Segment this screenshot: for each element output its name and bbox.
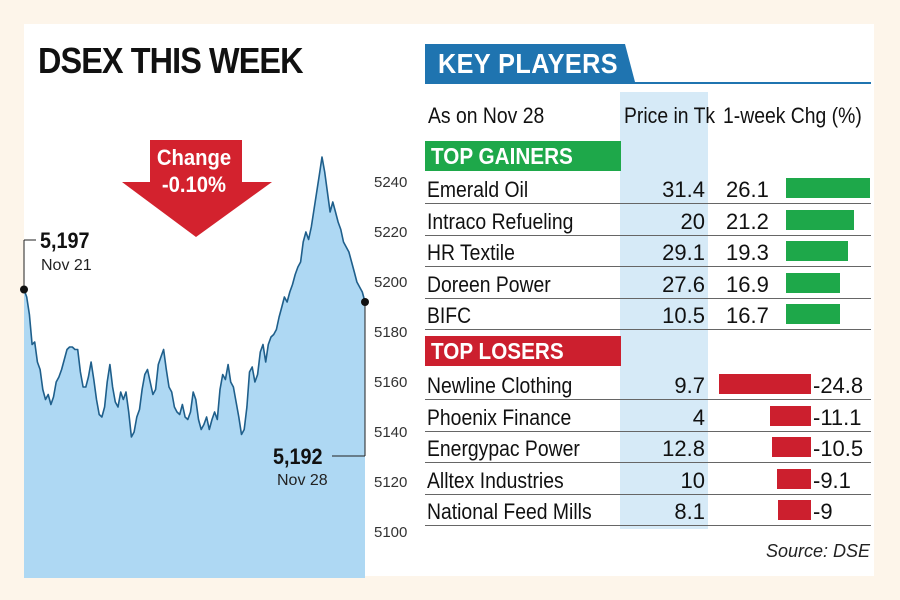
gainer-row: BIFC 10.5 16.7 (425, 299, 871, 330)
row-divider (425, 329, 871, 330)
key-players-header (425, 44, 635, 82)
end-point (361, 298, 369, 306)
change-value: -11.1 (813, 404, 862, 430)
dsex-area-fill (24, 157, 365, 578)
end-value-label: 5,192 (273, 444, 323, 469)
change-header: 1-week Chg (%) (723, 103, 862, 128)
y-tick-label: 5240 (374, 174, 407, 191)
price-value: 10 (680, 467, 705, 493)
y-tick-label: 5160 (374, 374, 407, 391)
row-divider (425, 462, 871, 463)
company-name: Newline Clothing (427, 373, 573, 398)
price-column-shade (620, 92, 708, 529)
change-value: 16.9 (726, 271, 769, 297)
change-bar (786, 304, 840, 324)
change-value: -24.8 (813, 373, 864, 398)
price-header: Price in Tk (624, 103, 716, 128)
row-divider (425, 430, 871, 432)
gainer-row: Doreen Power 27.6 16.9 (425, 268, 871, 299)
row-divider (425, 266, 871, 267)
change-bar (777, 500, 811, 520)
company-name: Phoenix Finance (427, 404, 572, 430)
start-date-label: Nov 21 (41, 257, 92, 274)
top-gainers-header: TOP GAINERS (425, 141, 621, 171)
y-tick-label: 5180 (374, 324, 407, 341)
row-divider (425, 525, 871, 526)
row-divider (425, 203, 871, 204)
loser-row: Alltex Industries 10 -9.1 (425, 464, 871, 495)
row-divider (425, 297, 871, 299)
price-value: 29.1 (662, 240, 705, 265)
change-value: 16.7 (726, 303, 769, 328)
loser-row: Energypac Power 12.8 -10.5 (425, 432, 871, 463)
change-label: Change -0.10% (152, 144, 237, 198)
price-value: 12.8 (662, 436, 705, 461)
company-name: Intraco Refueling (427, 208, 574, 234)
as-on-header: As on Nov 28 (428, 103, 545, 128)
company-name: Emerald Oil (427, 177, 529, 202)
company-name: HR Textile (427, 240, 515, 265)
price-value: 8.1 (674, 499, 705, 524)
company-name: National Feed Mills (427, 499, 592, 524)
top-losers-title: TOP LOSERS (431, 338, 564, 364)
start-value-label: 5,197 (40, 228, 90, 253)
y-tick-label: 5140 (374, 424, 407, 441)
gainer-row: Emerald Oil 31.4 26.1 (425, 173, 871, 204)
loser-row: National Feed Mills 8.1 -9 (425, 495, 871, 526)
header-rule (425, 82, 871, 84)
key-players-title: KEY PLAYERS (438, 48, 619, 79)
change-bar (786, 241, 849, 261)
source-note: Source: DSE (765, 541, 870, 561)
y-axis-ticks: 5100 5120 5140 5160 5180 5200 5220 5240 (374, 174, 407, 541)
change-down-arrow (122, 140, 272, 237)
annotation-leaders (20, 239, 369, 457)
loser-row: Newline Clothing 9.7 -24.8 (425, 369, 871, 400)
change-bar (786, 178, 870, 198)
gainer-row: HR Textile 29.1 19.3 (425, 236, 871, 267)
change-bar (786, 272, 841, 293)
price-value: 31.4 (662, 177, 705, 202)
dsex-line (23, 156, 366, 438)
y-tick-label: 5200 (374, 274, 407, 291)
change-value: -10.5 (813, 436, 864, 461)
y-tick-label: 5220 (374, 224, 407, 241)
y-tick-label: 5100 (374, 524, 407, 541)
change-label-title: Change (156, 145, 232, 170)
price-value: 10.5 (662, 303, 705, 328)
y-tick-label: 5120 (374, 474, 407, 491)
start-point (20, 285, 28, 294)
change-value: -9.1 (813, 467, 851, 493)
company-name: Energypac Power (427, 436, 580, 461)
price-value: 9.7 (674, 373, 705, 398)
change-value: 26.1 (726, 177, 769, 202)
change-value: -9 (813, 499, 833, 524)
change-label-value: -0.10% (161, 172, 227, 197)
change-bar (769, 405, 811, 426)
change-value: 21.2 (726, 208, 769, 234)
price-value: 27.6 (662, 271, 705, 297)
price-value: 4 (692, 404, 705, 430)
chart-title: DSEX THIS WEEK (38, 40, 304, 81)
price-value: 20 (680, 208, 705, 234)
company-name: Doreen Power (427, 271, 551, 297)
change-bar (719, 374, 811, 394)
change-bar (772, 437, 811, 457)
top-losers-header: TOP LOSERS (425, 336, 621, 366)
change-bar (777, 468, 811, 489)
change-bar (786, 209, 855, 230)
company-name: BIFC (427, 303, 472, 328)
top-gainers-title: TOP GAINERS (431, 143, 573, 169)
row-divider (425, 399, 871, 400)
company-name: Alltex Industries (427, 467, 564, 493)
loser-row: Phoenix Finance 4 -11.1 (425, 401, 871, 432)
end-date-label: Nov 28 (277, 472, 328, 489)
row-divider (425, 493, 871, 495)
gainer-row: Intraco Refueling 20 21.2 (425, 205, 871, 236)
row-divider (425, 234, 871, 236)
change-value: 19.3 (726, 240, 769, 265)
